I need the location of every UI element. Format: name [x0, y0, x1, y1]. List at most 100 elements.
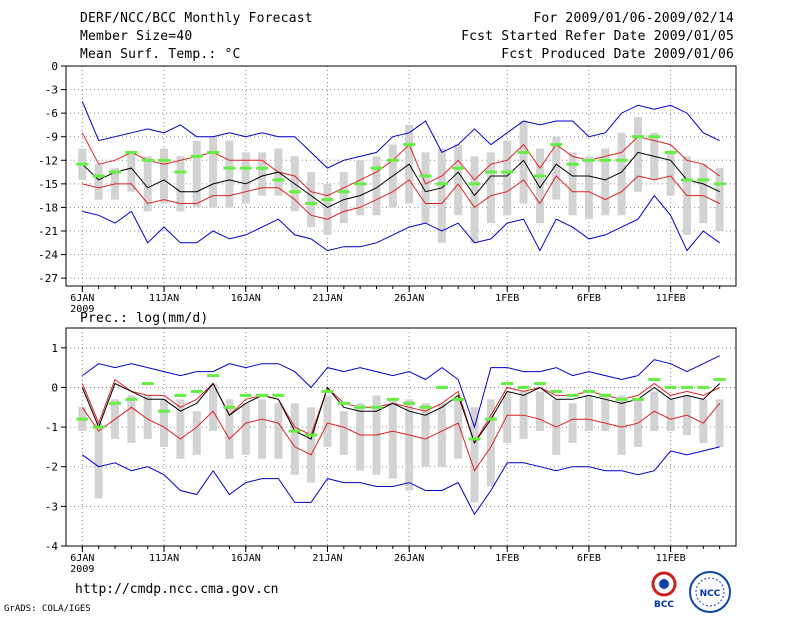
median-mark	[109, 401, 122, 405]
median-mark	[468, 182, 481, 186]
median-mark	[239, 166, 252, 170]
ensemble-box	[470, 156, 479, 243]
median-mark	[125, 397, 138, 401]
median-mark	[125, 150, 138, 154]
median-mark	[419, 174, 432, 178]
ensemble-box	[715, 399, 724, 447]
ncc-logo-inner-ring	[695, 577, 725, 607]
median-mark	[648, 378, 661, 382]
median-mark	[697, 385, 710, 389]
median-mark	[256, 166, 269, 170]
x-tick-label: 26JAN	[394, 553, 424, 564]
median-mark	[354, 405, 367, 409]
ensemble-box	[405, 399, 414, 491]
bcc-logo-ring	[651, 571, 677, 597]
ensemble-box	[274, 403, 283, 459]
ensemble-box	[454, 399, 463, 459]
ensemble-box	[143, 395, 152, 439]
median-mark	[403, 143, 416, 147]
x-tick-label: 26JAN	[394, 293, 424, 304]
x-tick-label: 1FEB	[495, 553, 519, 564]
ensemble-box	[94, 423, 103, 499]
bcc-logo-text: BCC	[654, 600, 674, 610]
median-mark	[337, 401, 350, 405]
source-url[interactable]: http://cmdp.ncc.cma.gov.cn	[75, 582, 279, 597]
plot-frame	[65, 327, 737, 547]
ensemble-box	[454, 144, 463, 216]
upper-spread-line	[81, 132, 720, 197]
panel-precipitation: 1 0 -1 -2 -3 -4 6JAN 11JAN 16JAN 21JAN 26JAN 1FEB 6F…	[45, 327, 737, 575]
ensemble-box	[486, 152, 495, 224]
median-mark	[517, 385, 530, 389]
forecast-period: For 2009/01/06-2009/02/14	[533, 11, 734, 26]
ensemble-box	[127, 152, 136, 192]
median-mark	[501, 170, 514, 174]
ncc-logo-text: NCC	[700, 589, 721, 599]
ensemble-box	[535, 391, 544, 432]
ensemble-box	[584, 395, 593, 432]
ensemble-box	[470, 407, 479, 503]
lower-spread-line	[82, 175, 720, 220]
min-line	[82, 446, 720, 516]
ensemble-box	[160, 148, 169, 204]
upper-spread-line	[81, 378, 720, 445]
ensemble-box	[225, 140, 234, 208]
median-mark	[566, 162, 579, 166]
ensemble-box	[258, 399, 267, 459]
median-mark	[337, 190, 350, 194]
ensemble-box	[421, 403, 430, 467]
median-mark	[305, 202, 318, 205]
x-tick-label: 11JAN	[149, 553, 179, 564]
median-mark	[664, 385, 677, 389]
median-mark	[76, 162, 89, 166]
median-mark	[435, 182, 448, 186]
x-tick-label: 6FEB	[577, 293, 601, 304]
x-tick-label: 16JAN	[231, 293, 261, 304]
median-mark	[288, 429, 301, 433]
median-mark	[207, 374, 220, 378]
ensemble-box	[192, 411, 201, 455]
ensemble-box	[323, 395, 332, 447]
y-tick-label: 0	[51, 381, 58, 394]
median-mark	[256, 393, 269, 397]
y-tick-label: -3	[45, 500, 58, 513]
ensemble-box	[601, 395, 610, 432]
ensemble-box	[209, 136, 218, 208]
ensemble-box	[486, 399, 495, 487]
x-tick-label: 21JAN	[312, 293, 342, 304]
ensemble-box	[601, 148, 610, 216]
median-mark	[272, 178, 285, 182]
median-mark	[92, 425, 105, 429]
produced-date: Fcst Produced Date 2009/01/06	[501, 47, 734, 62]
median-mark	[550, 389, 563, 393]
median-mark	[713, 378, 726, 382]
median-mark	[354, 182, 367, 186]
median-mark	[615, 158, 628, 162]
median-mark	[190, 389, 203, 393]
ensemble-box	[356, 403, 365, 471]
median-mark	[631, 397, 644, 401]
member-size-label: Member Size=40	[80, 29, 193, 44]
median-mark	[321, 198, 334, 202]
median-mark	[76, 417, 89, 421]
median-mark	[435, 385, 448, 389]
median-mark	[517, 150, 530, 154]
y-tick-label: -6	[45, 107, 58, 120]
x-tick-label: 11FEB	[656, 293, 686, 304]
median-mark	[599, 393, 612, 397]
ensemble-box	[503, 391, 512, 443]
ensemble-box	[568, 152, 577, 216]
ensemble-box	[323, 183, 332, 235]
median-mark	[501, 381, 514, 385]
median-mark	[141, 381, 154, 385]
median-mark	[272, 393, 285, 397]
x-tick-label: 21JAN	[312, 553, 342, 564]
ensemble-box	[388, 399, 397, 479]
ensemble-box	[503, 140, 512, 216]
ensemble-box	[307, 172, 316, 228]
ensemble-box	[339, 172, 348, 224]
y-tick-label: -2	[45, 461, 58, 474]
chart-title: DERF/NCC/BCC Monthly Forecast	[80, 11, 313, 26]
median-mark	[713, 182, 726, 186]
median-mark	[403, 401, 416, 405]
